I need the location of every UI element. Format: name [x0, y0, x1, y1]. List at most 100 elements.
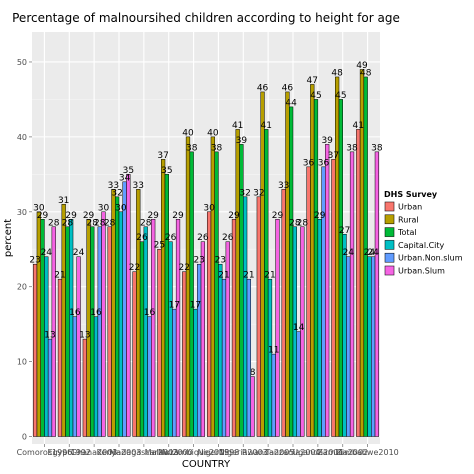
bar: [267, 278, 273, 437]
x-tick-label: Malawi2000: [145, 448, 193, 457]
x-tick-label: Egypt1992: [48, 448, 91, 457]
bar: [335, 76, 340, 437]
bar: [93, 316, 99, 437]
bar-value-label: 28: [87, 218, 99, 228]
bar-value-label: 29: [314, 211, 326, 221]
bar-value-label: 38: [186, 143, 198, 153]
x-tick-label: Zimbabwe2010: [336, 448, 398, 457]
bar-value-label: 29: [37, 211, 49, 221]
bar: [172, 308, 177, 437]
legend-label: Urban.Non.slum: [398, 254, 463, 263]
legend-swatch: [384, 252, 395, 263]
bar-value-label: 46: [282, 83, 294, 93]
bar: [200, 241, 206, 437]
bar-value-label: 26: [165, 233, 177, 243]
bar: [275, 219, 280, 437]
bar-value-label: 8: [250, 368, 256, 378]
bar-value-label: 48: [360, 68, 372, 78]
x-tick-label: Madagascar2003: [109, 448, 178, 457]
bar: [235, 129, 240, 437]
bar-value-label: 17: [190, 301, 201, 311]
bar-value-label: 41: [353, 121, 364, 131]
bar-value-label: 26: [197, 233, 209, 243]
bars: [32, 69, 380, 437]
bar-value-label: 23: [193, 256, 204, 266]
bar-value-label: 38: [211, 143, 223, 153]
bar: [139, 241, 145, 437]
bar-value-label: 11: [268, 346, 279, 356]
legend-label: Rural: [398, 215, 419, 224]
bar: [285, 91, 290, 437]
bar: [118, 211, 123, 437]
bar-value-label: 39: [321, 136, 333, 146]
bar: [197, 263, 202, 437]
x-tick-label: Mozambique2003: [158, 448, 229, 457]
legend-label: Urban.Slum: [398, 267, 445, 276]
bar: [185, 136, 191, 437]
bar: [374, 151, 380, 437]
y-tick-label: 0: [22, 433, 27, 442]
bar-value-label: 36: [303, 158, 315, 168]
bar-value-label: 37: [328, 151, 339, 161]
bar-value-label: 45: [310, 91, 321, 101]
bar-value-label: 27: [339, 226, 350, 236]
bar: [317, 219, 322, 437]
bar: [143, 226, 148, 437]
x-tick-label: Zambia2002: [317, 448, 368, 457]
bar: [260, 91, 265, 437]
y-tick-label: 10: [17, 358, 27, 367]
bar: [371, 256, 376, 437]
bar-value-label: 23: [215, 256, 226, 266]
x-axis-ticks: Comoros1996Egypt1992Ghana2003Kenya2003Ma…: [17, 444, 399, 457]
bar-value-label: 28: [62, 218, 74, 228]
bar-value-label: 24: [364, 248, 376, 258]
bar: [218, 263, 223, 437]
y-axis-title: percent: [3, 219, 14, 257]
bar: [90, 226, 95, 437]
bar-value-label: 38: [346, 143, 358, 153]
bar: [193, 308, 198, 437]
bar: [72, 316, 77, 437]
bar-value-label: 26: [222, 233, 234, 243]
bar: [206, 211, 212, 437]
bar-value-label: 21: [264, 271, 275, 281]
bar-value-label: 29: [228, 211, 240, 221]
bar-value-label: 14: [293, 323, 305, 333]
bar: [36, 211, 41, 437]
x-tick-label: Rwanda2005: [242, 448, 294, 457]
bar: [321, 166, 326, 437]
legend-title: DHS Survey: [384, 190, 438, 199]
bar-value-label: 21: [243, 271, 254, 281]
bar: [349, 151, 355, 437]
bar: [246, 278, 251, 437]
bar: [306, 166, 311, 437]
bar-value-label: 40: [207, 128, 219, 138]
x-tick-label: Niger1998: [197, 448, 239, 457]
bar: [289, 106, 294, 437]
legend-swatch: [384, 201, 395, 212]
bar: [264, 129, 269, 437]
bar: [57, 278, 63, 437]
bar: [51, 226, 56, 437]
bar-value-label: 28: [140, 218, 152, 228]
bar: [157, 248, 162, 437]
bar-value-label: 41: [261, 121, 272, 131]
bar: [175, 219, 181, 437]
bar-value-label: 24: [73, 248, 85, 258]
legend-swatch: [384, 214, 395, 225]
bar: [168, 241, 173, 437]
bar: [214, 151, 219, 437]
bar-value-label: 30: [203, 203, 215, 213]
bar-value-label: 38: [371, 143, 383, 153]
bar-value-label: 21: [218, 271, 229, 281]
bar-value-label: 34: [119, 173, 131, 183]
y-tick-label: 50: [17, 58, 27, 67]
x-tick-label: Nigeria2003: [219, 448, 268, 457]
legend-label: Capital.City: [398, 241, 445, 250]
bar: [107, 226, 112, 437]
bar-value-label: 28: [94, 218, 106, 228]
bar-value-label: 30: [115, 203, 127, 213]
bar: [151, 219, 156, 437]
bar-value-label: 32: [239, 188, 250, 198]
